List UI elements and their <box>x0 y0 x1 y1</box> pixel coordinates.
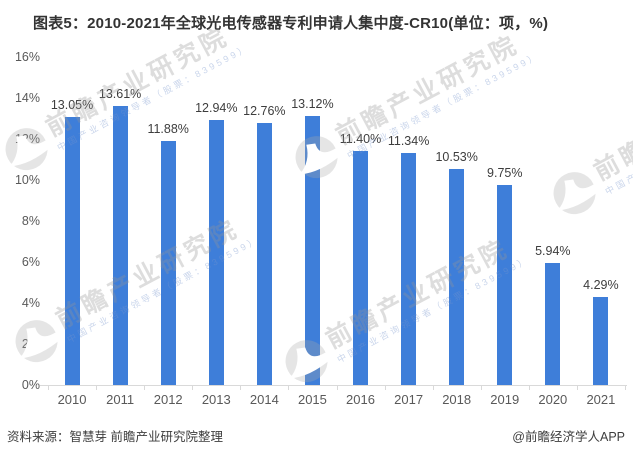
y-axis-tick-label: 6% <box>21 255 40 269</box>
bar-value-label: 12.94% <box>195 100 238 115</box>
x-axis-tick-mark <box>192 386 194 390</box>
bar <box>401 152 417 385</box>
x-axis-label: 2019 <box>490 392 520 407</box>
bar <box>256 123 272 385</box>
x-axis-label: 2020 <box>538 392 568 407</box>
x-axis-label: 2012 <box>153 392 183 407</box>
x-axis-label: 2011 <box>106 392 135 407</box>
y-axis-tick-label: 14% <box>14 91 40 105</box>
chart-title: 图表5：2010-2021年全球光电传感器专利申请人集中度-CR10(单位：项，… <box>33 15 549 32</box>
source-note: 资料来源：智慧芽 前瞻产业研究院整理 <box>7 430 223 444</box>
y-axis-tick-label: 8% <box>21 214 40 228</box>
bar <box>353 151 368 385</box>
bar <box>160 141 176 385</box>
bar-value-label: 11.88% <box>147 122 189 137</box>
y-axis-tick-label: 4% <box>21 296 40 310</box>
x-axis: 2010 2011 2012 2013 2014 2015 2016 2017 2018 2019… <box>48 392 625 407</box>
bar-slot: 9.75% <box>481 57 529 385</box>
bar-slot: 11.88% <box>144 57 192 385</box>
y-axis: 0% 2% 4% 6% 8% 10% 12% 14% 16% <box>0 50 40 392</box>
bar-value-label: 9.75% <box>487 166 523 181</box>
bar-slot: 11.40% <box>336 57 384 385</box>
bar <box>545 263 561 385</box>
x-axis-label: 2017 <box>394 392 424 407</box>
bar-value-label: 10.53% <box>435 150 478 165</box>
x-axis-tick-mark <box>144 386 146 390</box>
bar-slot: 13.05% <box>48 57 96 385</box>
x-axis-tick-mark <box>384 386 386 390</box>
bar <box>112 106 128 385</box>
x-axis-tick-mark <box>528 386 530 390</box>
x-axis-ticks <box>48 386 626 390</box>
x-axis-tick-mark <box>576 386 578 390</box>
x-axis-line <box>40 385 627 386</box>
bar-slot: 5.94% <box>529 57 577 385</box>
bar <box>593 297 609 385</box>
bar-slot: 13.12% <box>288 57 336 385</box>
y-axis-tick-label: 10% <box>14 173 40 187</box>
bar-slot: 12.76% <box>240 57 288 385</box>
plot-area: 13.05% 13.61% 11.88% 12.94% 12.76% 13.12% 11.4… <box>48 57 625 385</box>
bar-value-label: 5.94% <box>535 244 571 259</box>
bar <box>449 169 465 385</box>
bar-slot: 10.53% <box>433 57 481 385</box>
bar <box>304 116 320 385</box>
credit-note: @前瞻经济学人APP <box>512 430 625 444</box>
x-axis-label: 2010 <box>57 392 87 407</box>
bar-value-label: 13.05% <box>50 98 94 113</box>
x-axis-label: 2014 <box>249 392 279 407</box>
bar <box>208 119 224 385</box>
x-axis-tick-mark <box>625 386 626 390</box>
x-axis-label: 2013 <box>201 392 231 407</box>
y-axis-tick-label: 0% <box>21 378 40 392</box>
x-axis-label: 2021 <box>586 392 616 407</box>
x-axis-tick-mark <box>432 386 434 390</box>
bar-value-label: 11.40% <box>339 132 382 147</box>
x-axis-tick-mark <box>480 386 482 390</box>
bar <box>64 117 80 385</box>
bar-value-label: 11.34% <box>387 133 430 148</box>
x-axis-tick-mark <box>48 386 49 390</box>
bar-value-label: 13.12% <box>291 97 334 112</box>
y-axis-tick-label: 12% <box>14 132 40 146</box>
bar-value-label: 13.61% <box>98 87 142 101</box>
x-axis-label: 2016 <box>346 392 375 407</box>
bar-value-label: 4.29% <box>583 278 619 293</box>
bar-slot: 11.34% <box>385 57 433 385</box>
x-axis-tick-mark <box>96 386 98 390</box>
x-axis-label: 2018 <box>442 392 472 407</box>
x-axis-tick-mark <box>240 386 242 390</box>
bar-value-label: 12.76% <box>243 104 286 119</box>
bar-slot: 4.29% <box>577 57 625 385</box>
x-axis-tick-mark <box>288 386 290 390</box>
y-axis-tick-label: 2% <box>21 337 40 351</box>
x-axis-label: 2015 <box>297 392 327 407</box>
x-axis-tick-mark <box>336 386 338 390</box>
y-axis-tick-label: 16% <box>14 50 40 64</box>
bar-slot: 13.61% <box>96 57 144 385</box>
bar-slot: 12.94% <box>192 57 240 385</box>
bar <box>497 185 513 385</box>
